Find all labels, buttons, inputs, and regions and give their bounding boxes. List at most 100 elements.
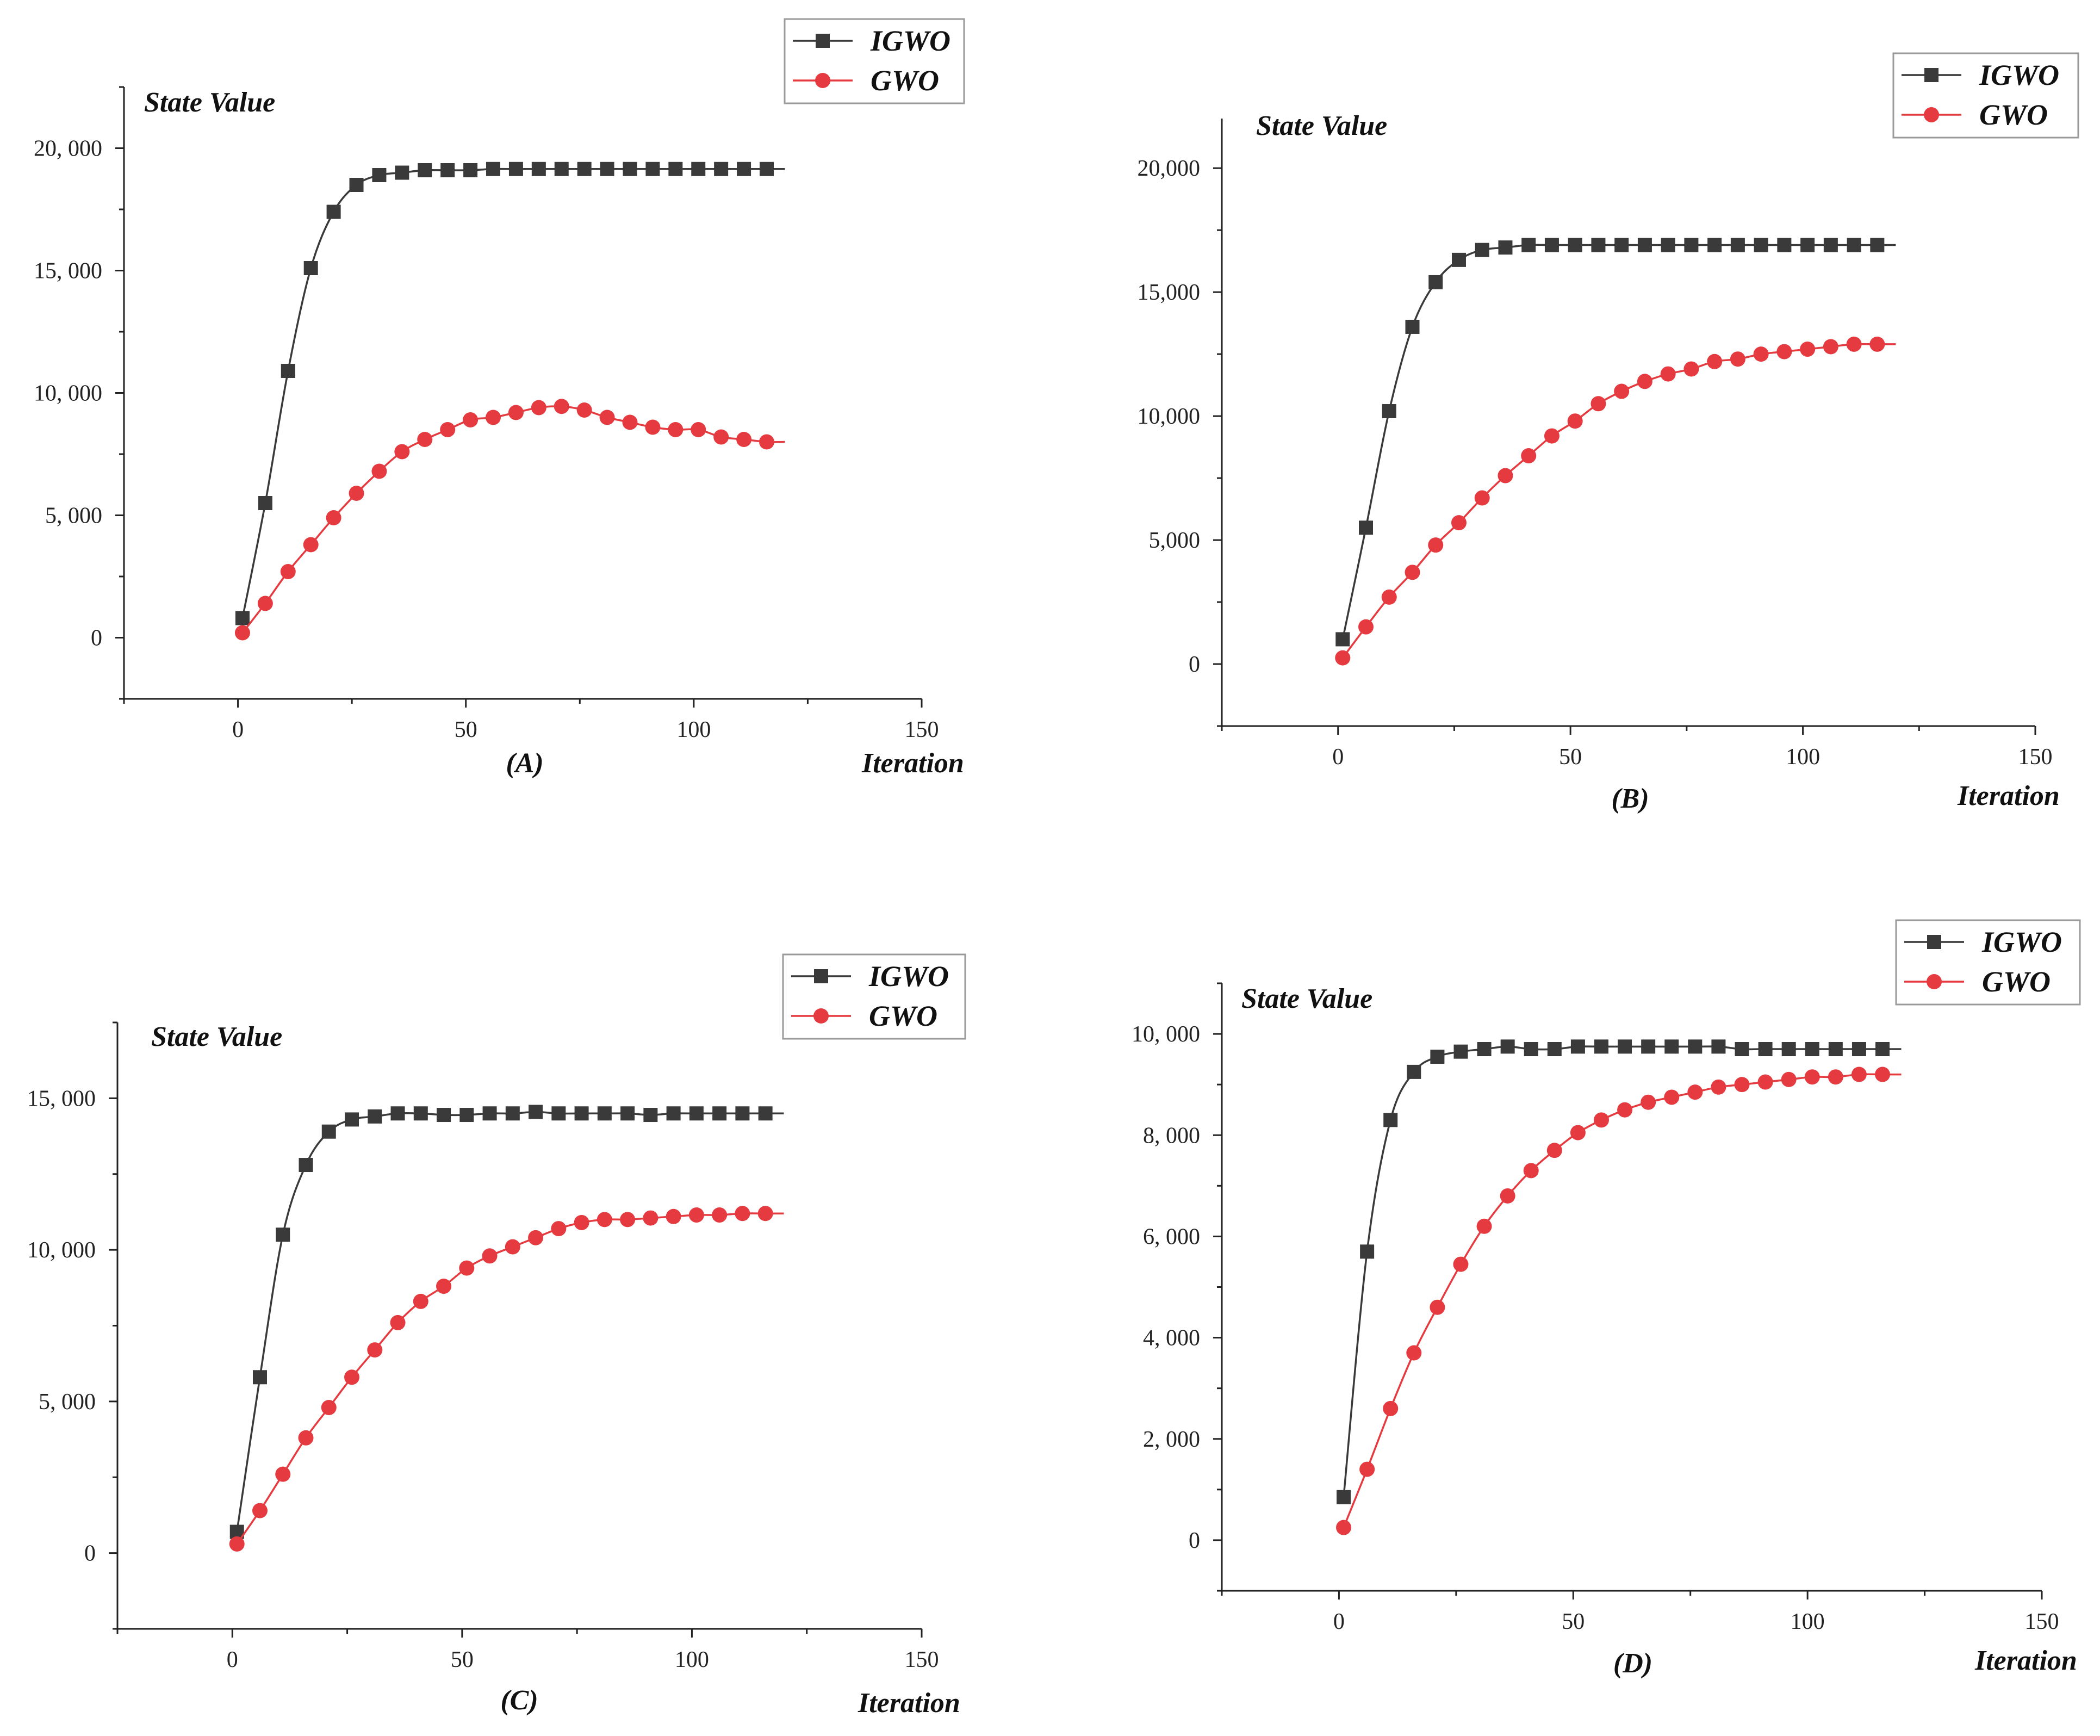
- y-tick-label: 5, 000: [39, 1390, 96, 1415]
- data-point-gwo: [1359, 1461, 1375, 1477]
- y-tick-label: 0: [91, 626, 102, 651]
- y-tick-label: 8, 000: [1143, 1123, 1200, 1148]
- data-point-gwo: [298, 1430, 314, 1446]
- data-point-gwo: [713, 429, 729, 445]
- data-point-gwo: [1823, 339, 1838, 355]
- y-tick-label: 2, 000: [1143, 1427, 1200, 1452]
- y-axis-title: State Value: [1241, 983, 1372, 1014]
- data-point-gwo: [1851, 1067, 1867, 1082]
- data-point-igwo: [281, 364, 295, 378]
- data-point-igwo: [620, 1106, 635, 1121]
- data-point-igwo: [1451, 252, 1466, 267]
- y-tick-label: 5, 000: [45, 504, 102, 529]
- data-point-igwo: [1735, 1042, 1749, 1057]
- chart-panel-b: 0 50 100 150 0 5,000 10,000 15,000 20,000 State V…: [1138, 52, 2079, 814]
- data-point-gwo: [1637, 374, 1652, 389]
- legend-label: GWO: [871, 64, 939, 97]
- x-axis-title: Iteration: [1957, 780, 2060, 811]
- data-point-igwo: [645, 162, 660, 176]
- data-point-igwo: [395, 165, 409, 180]
- data-point-igwo: [1664, 1039, 1679, 1054]
- data-point-igwo: [623, 162, 637, 176]
- data-point-gwo: [1707, 354, 1723, 369]
- data-point-igwo: [668, 162, 683, 176]
- data-point-igwo: [1335, 632, 1350, 647]
- data-point-igwo: [691, 162, 706, 176]
- chart-panel-d: 0 50 100 150 0 2, 000 4, 000 6, 000 8, 000 10, 00…: [1132, 919, 2081, 1679]
- x-tick-label: 150: [905, 717, 939, 742]
- data-point-igwo: [1359, 520, 1374, 535]
- data-point-gwo: [597, 1212, 612, 1227]
- data-point-gwo: [1730, 351, 1745, 367]
- data-point-gwo: [371, 463, 387, 479]
- data-point-igwo: [759, 162, 774, 176]
- data-point-igwo: [577, 162, 592, 176]
- series-line-gwo: [236, 1212, 784, 1545]
- y-tick-label: 4, 000: [1143, 1326, 1200, 1351]
- legend-box: [784, 18, 965, 104]
- data-point-igwo: [529, 1105, 543, 1119]
- data-point-gwo: [326, 510, 341, 525]
- data-point-igwo: [1382, 404, 1396, 418]
- data-point-igwo: [1777, 238, 1792, 252]
- legend-label: IGWO: [868, 960, 949, 993]
- x-tick-label: 100: [1786, 745, 1820, 770]
- data-point-gwo: [688, 1207, 704, 1223]
- panel-label: (A): [506, 748, 543, 779]
- series-gwo: [234, 399, 785, 641]
- data-point-gwo: [645, 419, 661, 435]
- y-tick-label: 15, 000: [27, 1086, 96, 1111]
- data-point-igwo: [418, 163, 432, 177]
- y-axis-title: State Value: [144, 87, 275, 118]
- legend-label: IGWO: [1979, 59, 2059, 91]
- series-gwo: [229, 1206, 784, 1552]
- data-point-igwo: [1870, 238, 1885, 252]
- data-point-igwo: [666, 1106, 681, 1121]
- data-point-igwo: [1754, 238, 1768, 252]
- data-point-gwo: [622, 414, 638, 430]
- legend: IGWO GWO: [782, 953, 966, 1040]
- data-point-igwo: [597, 1106, 612, 1121]
- data-point-gwo: [252, 1503, 268, 1518]
- data-point-igwo: [1688, 1039, 1703, 1054]
- x-tick-label: 150: [2018, 745, 2053, 770]
- y-tick-label: 0: [84, 1541, 96, 1566]
- data-point-gwo: [1476, 1218, 1492, 1234]
- y-axis-title: State Value: [1256, 110, 1387, 141]
- data-point-gwo: [1687, 1084, 1703, 1100]
- series-line-igwo: [1341, 244, 1896, 640]
- chart-panel-c: 0 50 100 150 0 5, 000 10, 000 15, 000 State Valu…: [27, 953, 966, 1719]
- legend-marker-gwo: [1927, 974, 1942, 989]
- y-tick-label: 10, 000: [1132, 1022, 1200, 1047]
- data-point-gwo: [736, 432, 752, 447]
- data-point-igwo: [437, 1108, 451, 1123]
- data-point-igwo: [486, 162, 501, 176]
- data-point-igwo: [1614, 238, 1629, 252]
- data-point-gwo: [1474, 490, 1490, 506]
- y-tick-label: 10, 000: [34, 381, 102, 406]
- data-point-gwo: [1523, 1163, 1539, 1179]
- data-point-gwo: [668, 422, 684, 437]
- data-point-igwo: [1594, 1039, 1608, 1054]
- y-tick-label: 0: [1189, 652, 1200, 677]
- data-point-gwo: [463, 412, 479, 427]
- data-point-igwo: [1337, 1490, 1351, 1504]
- data-point-igwo: [1570, 1039, 1585, 1054]
- legend-marker-gwo: [813, 1008, 829, 1024]
- series-line-igwo: [241, 168, 785, 618]
- data-point-gwo: [1641, 1094, 1656, 1110]
- data-point-gwo: [1828, 1069, 1843, 1085]
- data-point-igwo: [1781, 1042, 1796, 1057]
- legend-marker-igwo: [814, 969, 828, 983]
- data-point-gwo: [576, 402, 592, 418]
- data-point-igwo: [531, 162, 546, 176]
- data-point-igwo: [712, 1106, 727, 1121]
- data-point-igwo: [1498, 240, 1513, 255]
- legend-label: GWO: [869, 1000, 937, 1032]
- data-point-igwo: [1453, 1044, 1468, 1059]
- x-tick-label: 50: [1562, 1609, 1585, 1634]
- chart-panel-a: 0 50 100 150 0 5, 000 10, 000 15, 000 20, 000 Sta…: [34, 18, 965, 779]
- data-point-igwo: [1547, 1042, 1562, 1057]
- data-point-gwo: [1683, 361, 1699, 377]
- data-point-igwo: [1707, 238, 1722, 252]
